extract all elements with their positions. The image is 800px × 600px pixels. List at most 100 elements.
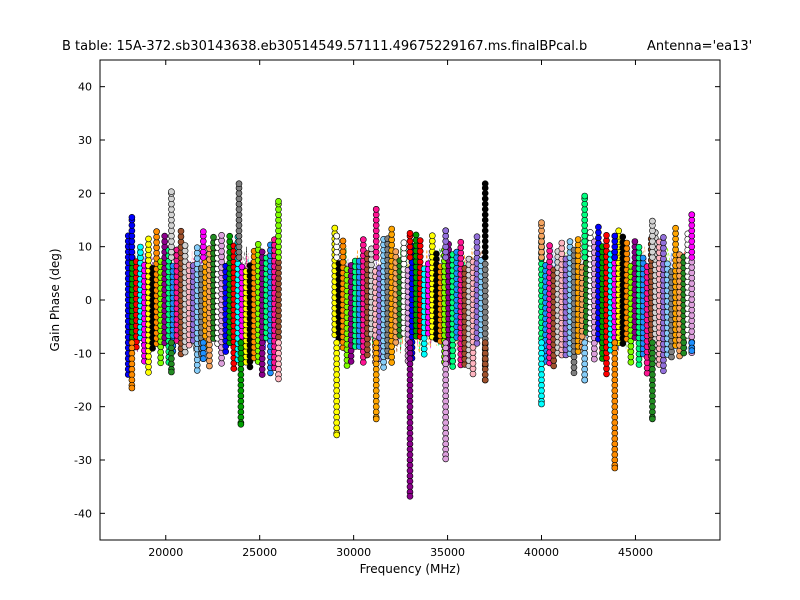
data-point [442,365,450,373]
data-point [333,431,341,439]
data-point [649,365,656,373]
data-point [372,206,380,213]
data-point [339,248,347,255]
data-point [406,429,414,437]
data-point [416,248,424,255]
data-point [611,429,619,437]
data-point [339,237,347,245]
data-point [473,233,481,240]
data-point [688,211,696,218]
data-point [406,381,414,389]
data-point [237,420,245,428]
data-point [237,349,245,357]
data-point [442,381,450,389]
data-point [481,365,489,373]
data-point [372,365,380,373]
data-point [595,234,602,242]
data-point [623,239,631,247]
data-point [392,248,400,255]
data-point [157,348,164,356]
data-point [442,413,450,421]
data-point [359,236,367,243]
data-point [193,244,201,251]
data-point [333,397,341,405]
data-point [428,232,436,239]
data-point [631,238,639,245]
data-point [275,349,282,357]
data-point [649,217,656,225]
y-tick-label: 20 [78,187,92,200]
y-tick-label: -20 [74,401,92,414]
data-point [420,350,428,358]
data-point [660,239,667,247]
data-point [161,232,168,240]
data-point [333,381,341,389]
data-point [226,232,233,240]
data-point [145,241,152,248]
data-point [688,347,696,355]
data-point [237,413,245,421]
data-point [200,355,207,363]
x-axis-label: Frequency (MHz) [359,562,461,576]
data-point [611,349,619,357]
data-point [538,400,545,408]
data-point [538,219,545,226]
data-point [372,349,380,357]
data-point [406,492,414,500]
y-tick-label: 30 [78,134,92,147]
data-point [333,349,341,357]
chart-title: B table: 15A-372.sb30143638.eb30514549.5… [62,39,588,54]
data-point [581,376,589,384]
data-point [611,232,619,240]
data-point [372,397,380,405]
data-point [200,228,207,235]
data-point [457,244,465,251]
data-point [218,248,225,255]
data-point [481,349,489,357]
data-point [237,381,245,389]
y-axis-label: Gain Phase (deg) [48,248,62,352]
data-point [442,429,450,437]
data-point [406,230,414,237]
antenna-label: Antenna='ea13' [647,39,753,54]
x-tick-label: 30000 [336,546,371,559]
data-point [145,235,152,243]
data-point [235,180,243,187]
data-point [412,231,420,239]
data-point [595,223,602,231]
data-point [581,349,589,357]
y-tick-label: -40 [74,507,92,520]
data-point [611,464,619,472]
data-point [331,224,339,232]
x-tick-label: 25000 [242,546,277,559]
data-point [406,445,414,453]
data-point [611,397,619,405]
data-point [153,228,160,235]
data-point [481,376,489,384]
data-point [442,227,450,234]
x-tick-label: 45000 [618,546,653,559]
data-point [649,415,656,423]
data-point [237,365,245,373]
data-point [615,227,623,235]
data-point [333,413,341,421]
data-point [611,365,619,373]
data-point [168,188,175,195]
data-point [406,477,414,485]
x-tick-label: 20000 [148,546,183,559]
data-point [635,243,643,251]
data-point [566,238,574,245]
data-point [333,232,341,240]
data-point [581,365,589,373]
data-point [649,349,656,357]
x-tick-label: 40000 [524,546,559,559]
data-point [664,260,671,268]
data-point [586,229,594,236]
data-point [672,224,679,232]
data-point [442,445,450,453]
data-point [258,248,266,256]
data-point [649,381,656,389]
data-point [639,254,647,262]
data-point [128,384,136,392]
